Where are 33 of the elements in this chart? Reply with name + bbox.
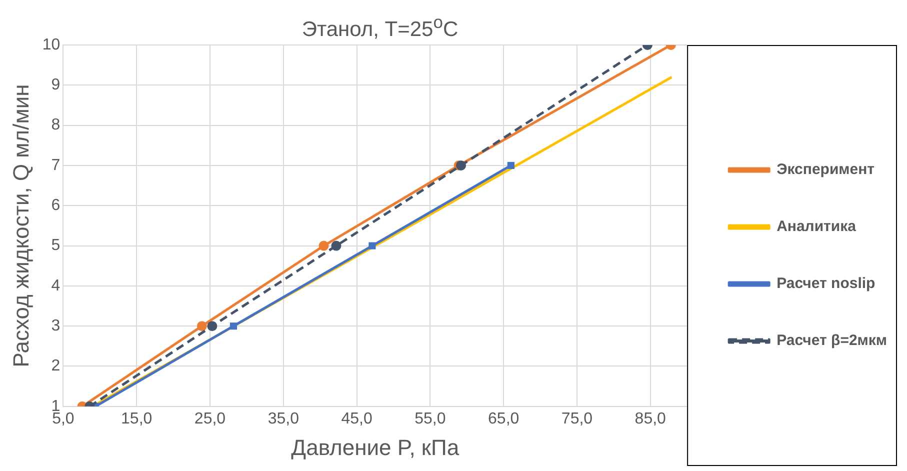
legend-label: Расчет noslip: [776, 275, 876, 292]
y-tick-label: 5: [51, 237, 60, 254]
y-tick-label: 2: [51, 358, 60, 375]
point: [507, 162, 514, 169]
legend-label: Расчет β=2мкм: [776, 332, 888, 350]
y-tick-label: 7: [51, 156, 60, 174]
y-tick-label: 8: [51, 116, 60, 134]
point: [331, 240, 342, 251]
point: [318, 240, 329, 251]
y-tick-label: 4: [51, 277, 60, 294]
x-tick-label: 25,0: [194, 410, 226, 428]
x-tick-label: 65,0: [488, 410, 520, 428]
point: [368, 242, 376, 250]
x-tick-label: 75,0: [561, 410, 593, 428]
point: [456, 160, 466, 170]
x-tick-label: 5,0: [52, 410, 74, 428]
x-tick-label: 35,0: [268, 410, 300, 428]
x-tick-label: 85,0: [634, 410, 666, 428]
x-tick-label: 45,0: [341, 410, 372, 428]
point: [196, 321, 207, 332]
point: [230, 322, 238, 330]
y-tick-label: 3: [51, 317, 60, 334]
chart-title: Этанол, T=25$^{o}$C: [300, 12, 460, 42]
legend-label: Эксперимент: [776, 161, 875, 178]
point: [207, 321, 218, 332]
legend-label: Аналитика: [776, 218, 857, 236]
y-tick-label: 9: [51, 76, 60, 94]
x-tick-label: 55,0: [414, 410, 446, 428]
y-tick-label: 6: [51, 197, 60, 214]
y-axis-title: Расход жидкости, Q мл/мин: [8, 84, 34, 368]
y-tick-label: 10: [42, 36, 60, 54]
x-tick-label: 15,0: [121, 410, 152, 428]
x-axis-title: Давление P, кПа: [291, 434, 460, 460]
